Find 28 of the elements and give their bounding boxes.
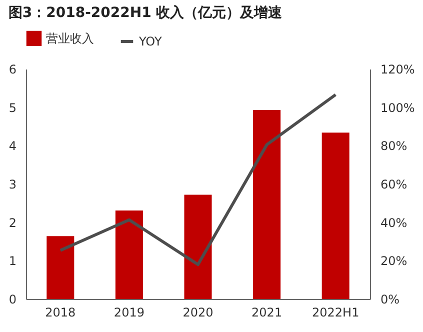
y2-tick-label: 40% xyxy=(380,216,408,230)
legend-label: 营业收入 xyxy=(46,31,94,46)
x-tick-label: 2018 xyxy=(45,306,76,320)
y2-tick-label: 80% xyxy=(380,139,408,154)
y-tick-label: 2 xyxy=(8,216,16,230)
line-series xyxy=(58,93,338,266)
bar xyxy=(46,236,74,299)
y-tick-label: 3 xyxy=(8,178,16,192)
y-tick-label: 5 xyxy=(8,100,16,115)
x-tick-label: 2021 xyxy=(252,306,282,320)
bar xyxy=(322,132,350,299)
y2-tick-label: 20% xyxy=(380,254,408,268)
y-tick-label: 4 xyxy=(8,139,16,154)
bar xyxy=(253,110,281,299)
legend-label: YOY xyxy=(138,34,162,48)
y-tick-label: 1 xyxy=(8,254,16,268)
y2-tick-label: 120% xyxy=(380,62,415,76)
x-tick-label: 2020 xyxy=(182,306,214,320)
bar xyxy=(184,194,212,299)
x-tick-label: 2022H1 xyxy=(312,306,360,320)
bar xyxy=(115,210,143,299)
y-tick-label: 0 xyxy=(8,292,16,306)
chart-title: 图3：2018-2022H1 收入（亿元）及增速 xyxy=(8,5,284,21)
y-tick-label: 6 xyxy=(8,62,16,76)
x-tick-label: 2019 xyxy=(114,306,144,320)
y2-tick-label: 100% xyxy=(380,100,415,115)
y2-tick-label: 0% xyxy=(380,292,400,306)
y2-tick-label: 60% xyxy=(380,178,408,192)
